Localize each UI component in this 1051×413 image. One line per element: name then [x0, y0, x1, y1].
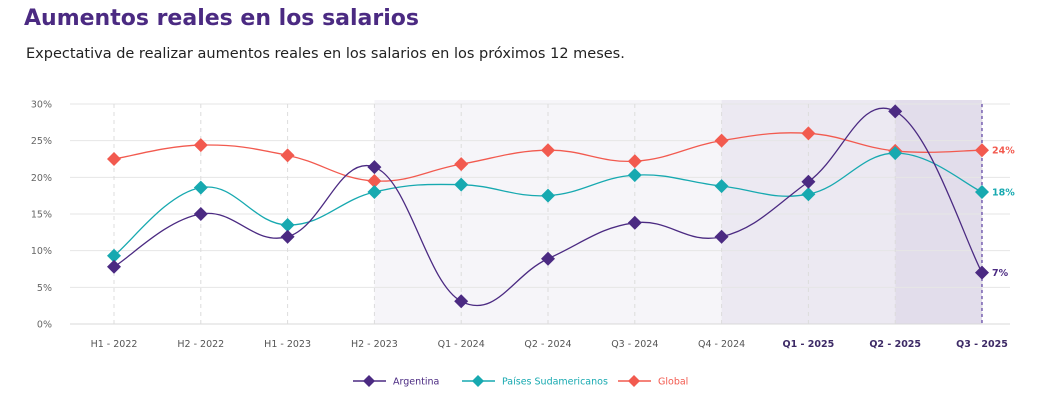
y-tick-label: 20%	[31, 173, 52, 184]
data-point	[454, 294, 469, 309]
legend-label: Países Sudamericanos	[502, 377, 608, 388]
page-subtitle: Expectativa de realizar aumentos reales …	[26, 46, 625, 62]
legend-item[interactable]: Argentina	[353, 375, 439, 388]
x-tick-label: Q2 - 2024	[524, 339, 571, 350]
page-title: Aumentos reales en los salarios	[24, 6, 419, 31]
data-point	[107, 248, 121, 263]
legend-marker-icon	[472, 375, 484, 387]
x-tick-label: H1 - 2023	[264, 339, 311, 350]
data-point	[801, 187, 816, 202]
y-tick-label: 15%	[31, 210, 52, 221]
x-tick-label: Q1 - 2025	[783, 339, 835, 350]
data-point	[193, 138, 208, 153]
data-point	[454, 157, 469, 172]
data-point	[367, 185, 382, 199]
data-point	[280, 218, 295, 232]
data-point	[280, 148, 295, 163]
x-tick-label: H2 - 2023	[351, 339, 398, 350]
y-tick-label: 5%	[37, 283, 52, 294]
legend-marker-icon	[628, 375, 640, 387]
y-tick-label: 0%	[37, 320, 52, 331]
data-point	[627, 154, 642, 169]
data-point	[193, 207, 208, 221]
data-point	[627, 215, 642, 230]
y-tick-label: 10%	[31, 246, 52, 257]
data-point	[193, 180, 208, 195]
legend-label: Argentina	[393, 377, 439, 388]
data-point	[975, 143, 989, 158]
x-tick-label: Q3 - 2024	[611, 339, 658, 350]
legend-item[interactable]: Global	[618, 375, 688, 388]
data-point	[888, 104, 903, 119]
shaded-period	[895, 100, 982, 324]
legend-marker-icon	[363, 375, 375, 387]
y-tick-label: 30%	[31, 100, 52, 111]
legend-label: Global	[658, 377, 688, 388]
data-point	[627, 168, 642, 183]
data-point	[541, 251, 555, 266]
data-point	[107, 259, 121, 274]
end-value-label: 7%	[992, 268, 1009, 279]
data-point	[714, 229, 729, 244]
x-tick-label: Q1 - 2024	[438, 339, 485, 350]
data-point	[280, 229, 295, 244]
data-point	[541, 143, 555, 158]
data-point	[454, 177, 469, 192]
x-tick-label: Q3 - 2025	[956, 339, 1008, 350]
data-point	[975, 185, 989, 199]
data-point	[801, 174, 816, 189]
x-tick-label: H1 - 2022	[91, 339, 138, 350]
x-tick-label: Q2 - 2025	[869, 339, 921, 350]
legend-item[interactable]: Países Sudamericanos	[462, 375, 608, 388]
data-point	[367, 160, 382, 175]
x-tick-label: Q4 - 2024	[698, 339, 745, 350]
end-value-label: 24%	[992, 146, 1015, 157]
data-point	[541, 188, 555, 203]
series-argentina: 7%	[107, 104, 1009, 309]
data-point	[714, 179, 729, 194]
data-point	[888, 146, 903, 161]
series-global: 24%	[107, 126, 1015, 188]
data-point	[975, 265, 989, 280]
data-point	[367, 174, 382, 188]
data-point	[107, 152, 121, 166]
x-tick-label: H2 - 2022	[177, 339, 224, 350]
data-point	[801, 126, 816, 141]
data-point	[714, 133, 729, 148]
end-value-label: 18%	[992, 188, 1015, 199]
y-tick-label: 25%	[31, 136, 52, 147]
series-pa-ses-sudamericanos: 18%	[107, 146, 1015, 263]
